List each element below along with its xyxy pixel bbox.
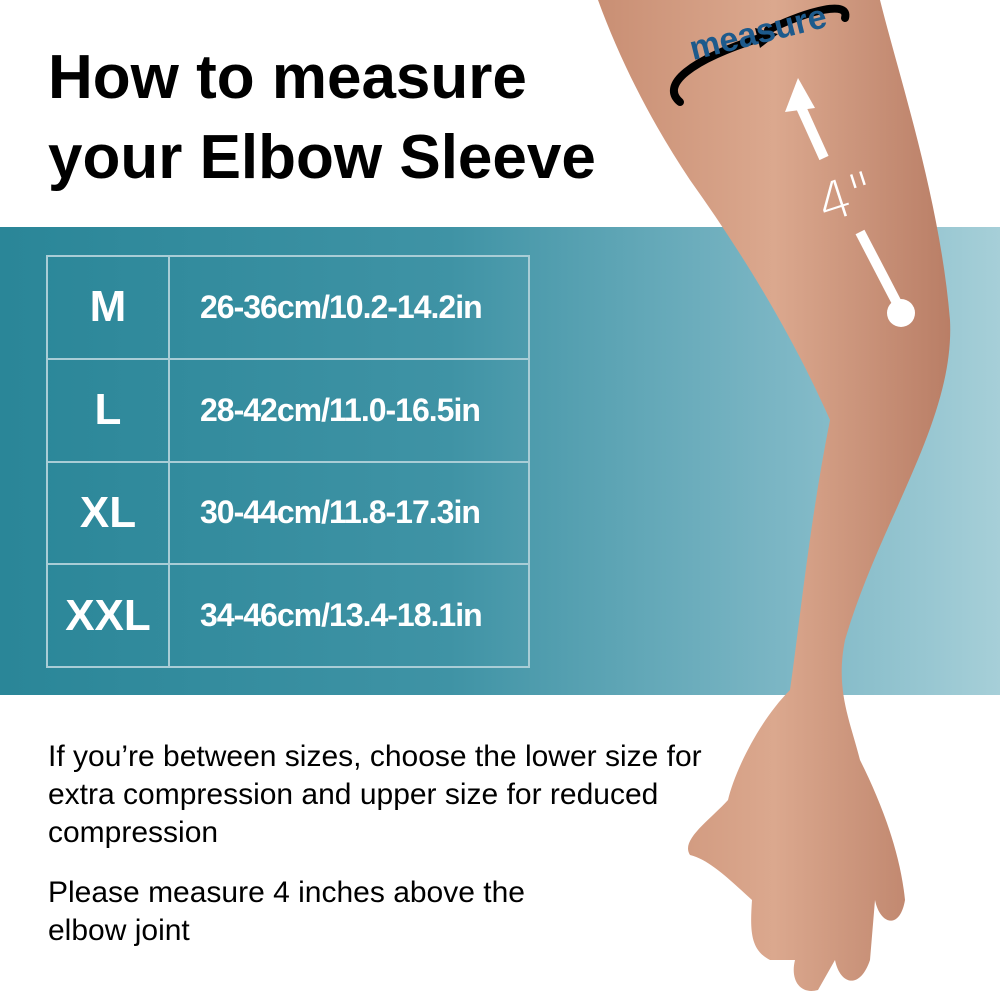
size-cell: XL — [46, 460, 170, 566]
between-sizes-note: If you’re between sizes, choose the lowe… — [48, 740, 702, 849]
measure-arrow-right — [764, 4, 850, 34]
range-cell: 26-36cm/10.2-14.2in — [168, 255, 530, 360]
table-row: M 26-36cm/10.2-14.2in — [46, 255, 530, 360]
range-cell: 28-42cm/11.0-16.5in — [168, 357, 530, 463]
measure-arrow-left — [670, 34, 764, 106]
measure-instruction: Please measure 4 inches above the elbow … — [48, 876, 525, 947]
page-title: How to measure your Elbow Sleeve — [48, 43, 596, 192]
table-row: XL 30-44cm/11.8-17.3in — [46, 460, 530, 566]
up-arrow-icon — [785, 78, 815, 112]
range-cell: 34-46cm/13.4-18.1in — [168, 563, 530, 668]
size-table: M 26-36cm/10.2-14.2in L 28-42cm/11.0-16.5i… — [46, 255, 530, 668]
up-arrow-shaft — [795, 102, 829, 161]
size-cell: L — [46, 357, 170, 463]
size-cell: M — [46, 255, 170, 360]
elbow-point-icon — [887, 299, 915, 327]
arrowhead-icon — [755, 28, 778, 48]
range-cell: 30-44cm/11.8-17.3in — [168, 460, 530, 566]
size-cell: XXL — [46, 563, 170, 668]
arm-shape — [598, 0, 951, 991]
table-row: L 28-42cm/11.0-16.5in — [46, 357, 530, 463]
down-line — [855, 229, 903, 308]
table-row: XXL 34-46cm/13.4-18.1in — [46, 563, 530, 668]
